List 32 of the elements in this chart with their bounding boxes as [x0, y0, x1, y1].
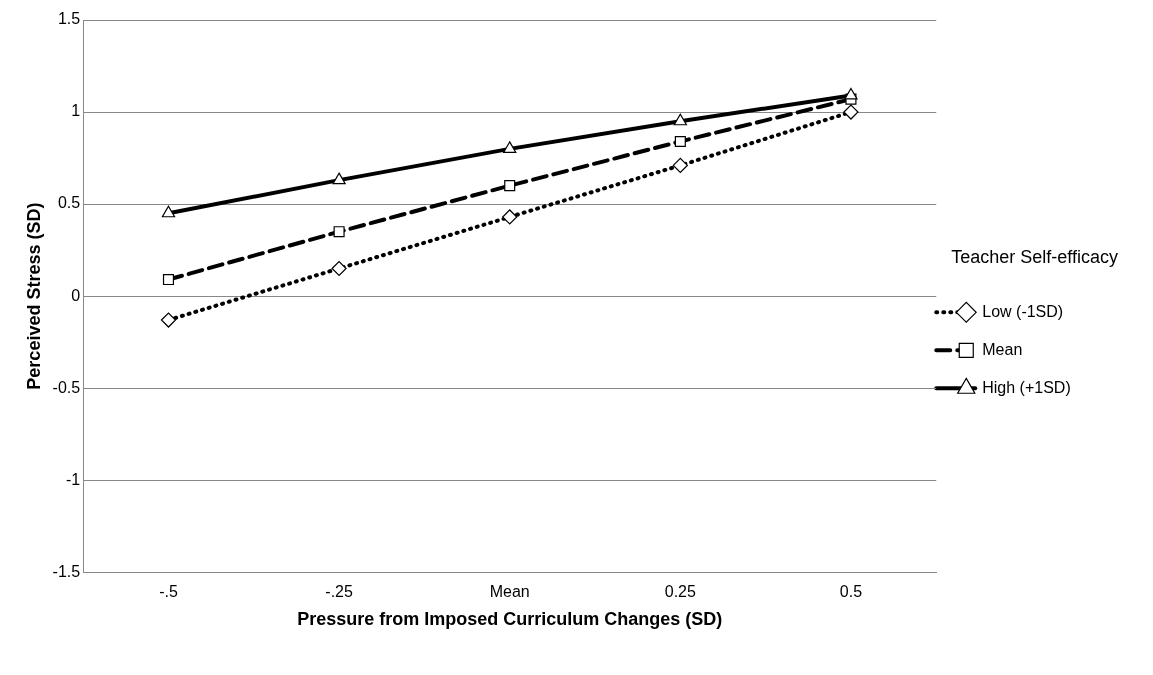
x-tick-label: 0.5: [839, 583, 863, 601]
point: [162, 273, 175, 286]
point: [331, 260, 347, 277]
legend-label: Low (-1SD): [982, 302, 1064, 320]
x-axis-title: Pressure from Imposed Curriculum Changes (SD): [297, 609, 723, 630]
x-tick-label: -.25: [325, 583, 353, 601]
point: [161, 205, 176, 218]
y-tick-label: 0.5: [57, 194, 81, 212]
y-tick-label: -1: [65, 470, 81, 488]
point: [503, 141, 517, 153]
y-tick-label: 1.5: [57, 10, 81, 28]
point: [844, 87, 858, 100]
point: [333, 226, 345, 238]
x-tick-label: -.5: [159, 583, 178, 601]
point: [504, 180, 516, 192]
point: [160, 312, 177, 328]
point: [502, 209, 518, 225]
legend-label: Mean: [982, 340, 1023, 358]
point: [672, 157, 688, 174]
point: [674, 135, 686, 148]
x-tick-label: 0.25: [664, 583, 696, 601]
y-tick-label: -0.5: [52, 378, 81, 396]
y-tick-label: 1: [71, 102, 81, 120]
y-tick-label: 0: [71, 286, 81, 304]
x-tick-label: Mean: [489, 583, 530, 601]
point: [673, 113, 687, 126]
y-axis-title: Perceived Stress (SD): [23, 202, 44, 390]
legend-label: High (+1SD): [982, 378, 1071, 396]
y-tick-label: -1.5: [52, 562, 81, 580]
point: [332, 172, 346, 185]
point: [843, 104, 859, 120]
legend-title: Teacher Self-efficacy: [951, 246, 1118, 267]
